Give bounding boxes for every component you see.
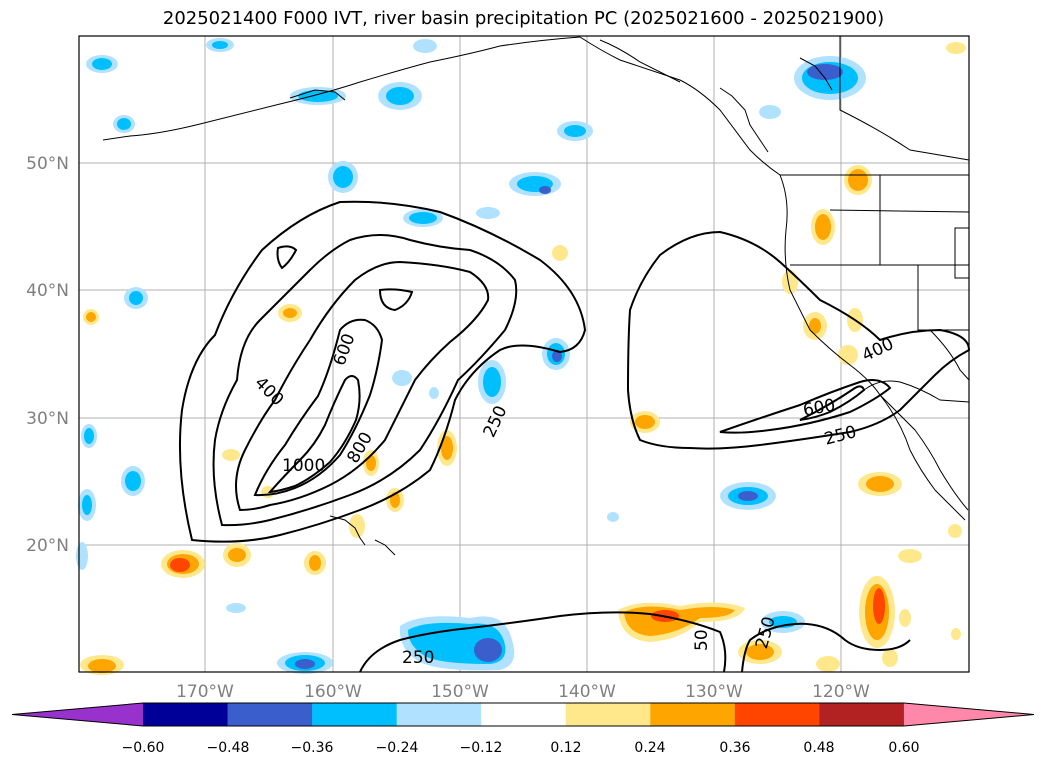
colorbar-segment <box>650 703 736 726</box>
lon-label: 150°W <box>431 682 489 702</box>
lon-label: 160°W <box>304 682 362 702</box>
colorbar-segment <box>734 703 820 726</box>
longitude-labels: 170°W 160°W 150°W 140°W 130°W 120°W <box>176 682 870 702</box>
contour-label: 50 <box>692 629 712 651</box>
negative-anomaly-shading <box>76 38 866 674</box>
lon-label: 120°W <box>812 682 870 702</box>
colorbar-segment <box>227 703 313 726</box>
coastlines <box>102 36 970 556</box>
colorbar-tick-label: −0.48 <box>207 740 250 756</box>
colorbar-tick-label: 0.12 <box>550 740 581 756</box>
colorbar-tick-label: 0.36 <box>719 740 750 756</box>
colorbar-tick-labels: −0.60 −0.48 −0.36 −0.24 −0.12 0.12 0.24 … <box>122 740 920 756</box>
map-title: 2025021400 F000 IVT, river basin precipi… <box>162 8 885 29</box>
colorbar-extension-min <box>12 703 143 726</box>
colorbar-extension-max <box>903 703 1034 726</box>
colorbar-tick-label: −0.60 <box>122 740 165 756</box>
colorbar-segment <box>396 703 482 726</box>
lat-label: 40°N <box>26 281 69 301</box>
lat-label: 50°N <box>26 154 69 174</box>
map-frame <box>78 35 970 673</box>
contour-label: 250 <box>402 648 434 668</box>
colorbar-tick-label: 0.48 <box>803 740 834 756</box>
lat-label: 30°N <box>26 409 69 429</box>
colorbar-segment <box>312 703 398 726</box>
colorbar <box>11 702 1035 727</box>
contour-label: 1000 <box>282 456 325 476</box>
lon-label: 140°W <box>558 682 616 702</box>
colorbar-outline <box>11 702 1035 727</box>
colorbar-tick-label: −0.36 <box>291 740 334 756</box>
colorbar-tick-label: −0.12 <box>460 740 503 756</box>
colorbar-tick-label: −0.24 <box>376 740 419 756</box>
colorbar-segment <box>819 703 905 726</box>
lon-label: 130°W <box>685 682 743 702</box>
colorbar-segment <box>481 703 567 726</box>
colorbar-segment <box>143 703 229 726</box>
ivt-contours <box>179 200 971 673</box>
lat-label: 20°N <box>26 536 69 556</box>
latitude-labels: 50°N 40°N 30°N 20°N <box>26 154 69 556</box>
colorbar-tick-label: 0.24 <box>634 740 665 756</box>
colorbar-segment <box>565 703 651 726</box>
lon-label: 170°W <box>176 682 234 702</box>
map-panel <box>76 36 971 675</box>
colorbar-tick-label: 0.60 <box>888 740 919 756</box>
